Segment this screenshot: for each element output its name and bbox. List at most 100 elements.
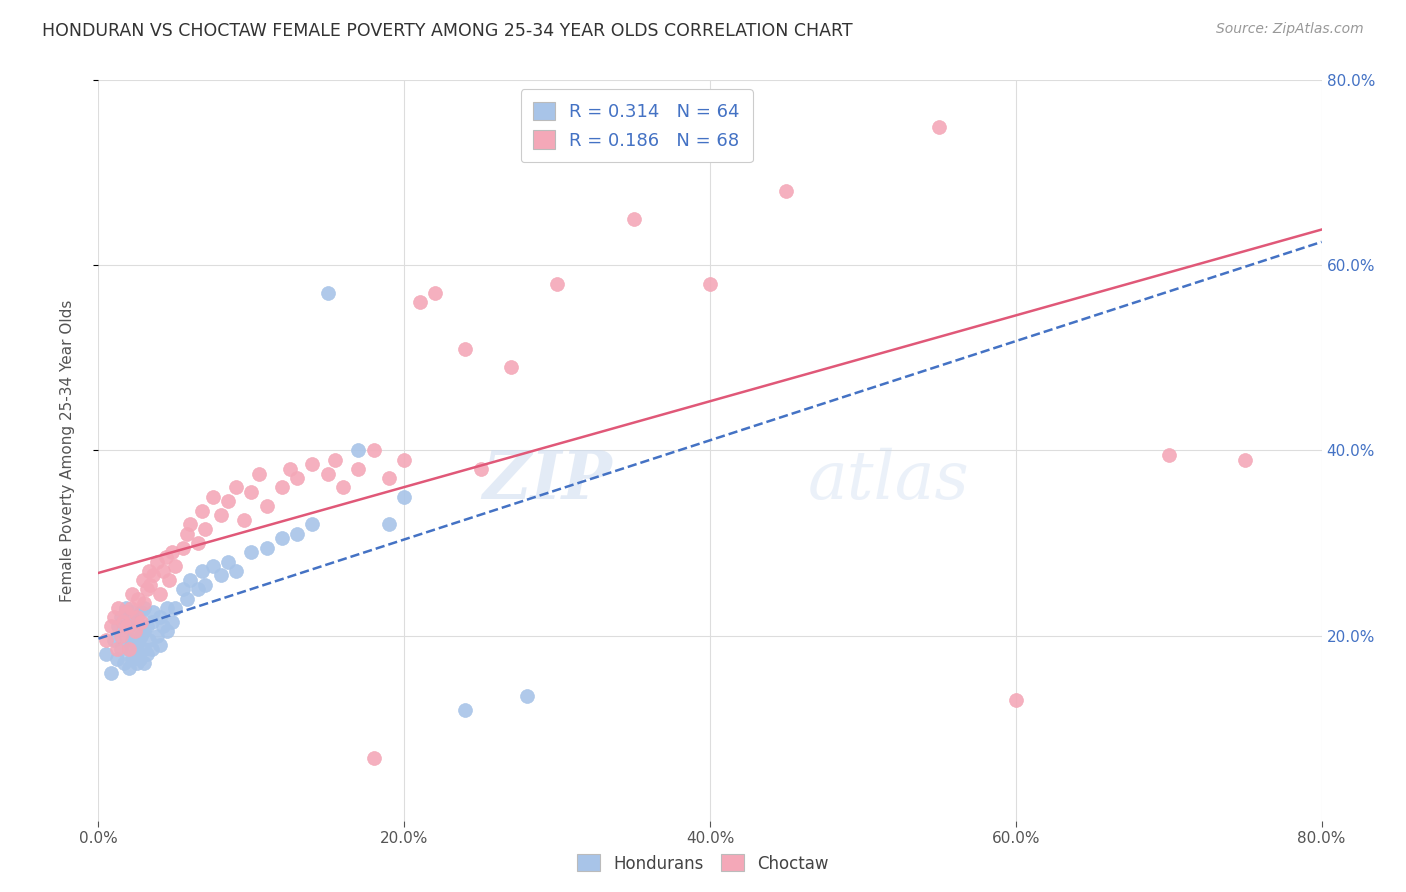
Point: [136, 619, 159, 633]
Point: [270, 481, 292, 495]
Point: [145, 554, 167, 569]
Point: [155, 549, 177, 564]
Point: [256, 541, 278, 555]
Point: [111, 615, 134, 629]
Point: [176, 591, 198, 606]
Point: [187, 582, 209, 597]
Point: [115, 600, 138, 615]
Point: [209, 568, 232, 582]
Point: [115, 606, 138, 620]
Point: [121, 633, 143, 648]
Point: [124, 624, 146, 638]
Point: [225, 564, 247, 578]
Point: [408, 295, 430, 310]
Point: [378, 471, 401, 485]
Point: [240, 545, 263, 559]
Point: [127, 633, 149, 648]
Point: [392, 452, 416, 467]
Text: Source: ZipAtlas.com: Source: ZipAtlas.com: [1216, 22, 1364, 37]
Point: [546, 277, 568, 291]
Point: [301, 517, 323, 532]
Point: [378, 517, 401, 532]
Point: [105, 642, 128, 657]
Point: [928, 120, 950, 134]
Point: [1004, 693, 1026, 707]
Point: [217, 554, 239, 569]
Point: [115, 628, 138, 642]
Point: [232, 513, 254, 527]
Point: [125, 610, 148, 624]
Point: [149, 638, 172, 652]
Point: [132, 573, 155, 587]
Point: [129, 606, 152, 620]
Point: [194, 522, 217, 536]
Point: [775, 184, 797, 198]
Point: [136, 582, 159, 597]
Legend: Hondurans, Choctaw: Hondurans, Choctaw: [571, 847, 835, 880]
Point: [149, 610, 172, 624]
Point: [103, 633, 125, 648]
Point: [363, 443, 385, 458]
Point: [347, 462, 370, 476]
Point: [128, 651, 150, 665]
Point: [316, 286, 339, 301]
Point: [125, 615, 148, 629]
Point: [225, 481, 247, 495]
Point: [138, 633, 160, 648]
Point: [103, 610, 125, 624]
Point: [285, 526, 308, 541]
Point: [470, 462, 492, 476]
Point: [157, 573, 180, 587]
Point: [179, 573, 201, 587]
Point: [118, 661, 141, 675]
Point: [156, 624, 179, 638]
Point: [149, 587, 172, 601]
Point: [1234, 452, 1257, 467]
Point: [285, 471, 308, 485]
Point: [256, 499, 278, 513]
Point: [110, 628, 132, 642]
Point: [191, 503, 214, 517]
Point: [117, 619, 139, 633]
Text: ZIP: ZIP: [482, 448, 612, 513]
Point: [163, 559, 186, 574]
Point: [121, 587, 143, 601]
Point: [392, 490, 416, 504]
Point: [94, 647, 117, 661]
Point: [134, 642, 156, 657]
Point: [191, 564, 214, 578]
Point: [107, 619, 129, 633]
Point: [141, 642, 163, 657]
Point: [125, 638, 148, 652]
Point: [160, 545, 183, 559]
Point: [454, 342, 477, 356]
Text: atlas: atlas: [808, 448, 970, 513]
Text: HONDURAN VS CHOCTAW FEMALE POVERTY AMONG 25-34 YEAR OLDS CORRELATION CHART: HONDURAN VS CHOCTAW FEMALE POVERTY AMONG…: [42, 22, 853, 40]
Point: [363, 750, 385, 764]
Point: [209, 508, 232, 523]
Point: [699, 277, 721, 291]
Point: [270, 532, 292, 546]
Point: [278, 462, 301, 476]
Point: [160, 615, 183, 629]
Point: [332, 481, 354, 495]
Point: [623, 212, 645, 227]
Point: [179, 517, 201, 532]
Point: [202, 559, 225, 574]
Point: [120, 600, 142, 615]
Point: [347, 443, 370, 458]
Point: [172, 541, 194, 555]
Point: [141, 615, 163, 629]
Point: [100, 619, 122, 633]
Point: [124, 647, 146, 661]
Point: [134, 624, 156, 638]
Point: [142, 568, 165, 582]
Point: [156, 600, 179, 615]
Point: [516, 689, 538, 703]
Point: [501, 360, 523, 375]
Point: [107, 600, 129, 615]
Point: [124, 624, 146, 638]
Point: [163, 600, 186, 615]
Point: [176, 526, 198, 541]
Point: [118, 619, 141, 633]
